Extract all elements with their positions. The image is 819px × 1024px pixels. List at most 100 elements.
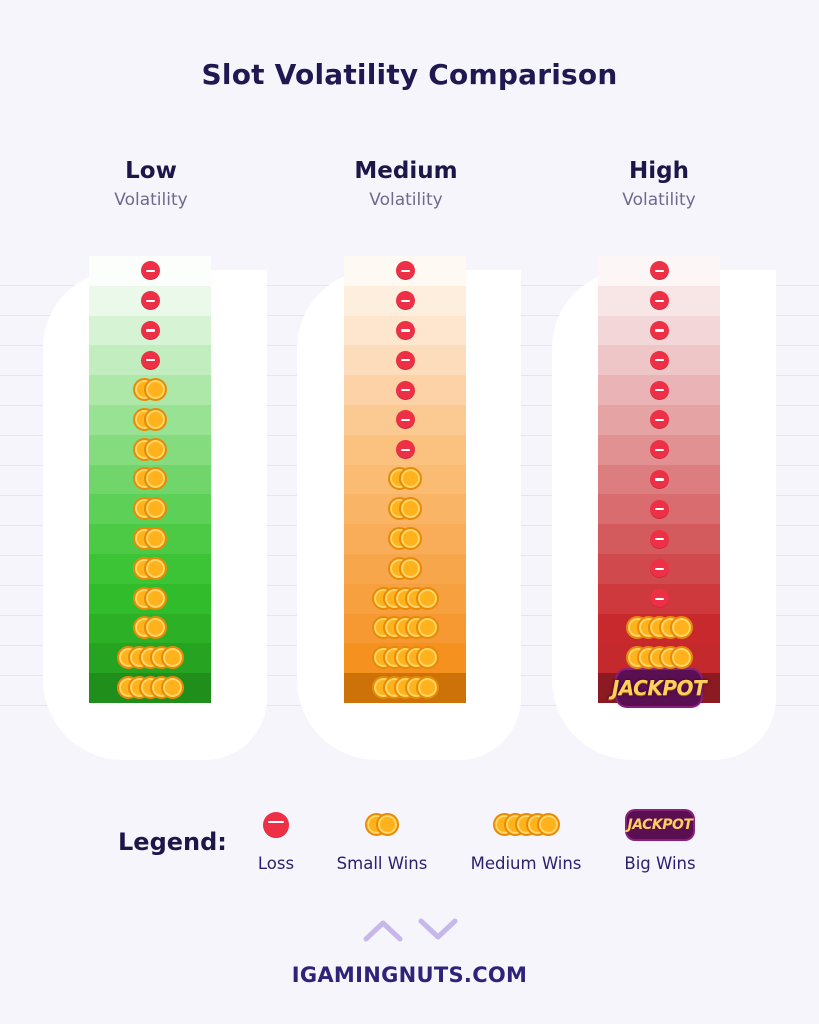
coin-icon [415,616,439,640]
loss-icon [649,499,669,519]
medium-wins-coins-icon [625,645,693,671]
loss-icon [649,380,669,400]
stack-row-medium [344,643,466,674]
legend-item-big-wins: JACKPOT Big Wins [613,806,707,873]
loss-icon [649,440,669,460]
stack-row-small [89,434,211,465]
coin-icon [399,467,422,491]
stack-row-small [344,553,466,584]
medium-wins-coins-icon [371,586,439,612]
small-wins-coins-icon [133,586,167,612]
stack-row-loss [89,256,211,286]
loss-icon [395,380,415,400]
stack-row-loss [598,375,720,405]
medium-wins-coins-icon [371,675,439,701]
chevron-up-icon [363,920,403,942]
brand-footer: IGAMINGNUTS.COM [291,963,528,987]
coin-icon [144,467,167,491]
loss-icon [649,350,669,370]
stack-row-small [89,613,211,644]
medium-wins-coins-icon [460,806,592,844]
loss-icon [395,410,415,430]
coin-icon [415,676,439,700]
coin-icon [144,616,167,640]
column-subtitle: Volatility [622,190,696,210]
small-wins-coins-icon [133,615,167,641]
stack-row-loss [344,404,466,435]
small-wins-coins-icon [133,377,167,403]
stack-row-loss [344,434,466,465]
small-wins-coins-icon [388,556,422,582]
small-wins-coins-icon [133,466,167,492]
stack-row-jackpot: JACKPOT [598,670,720,707]
loss-icon [649,410,669,430]
column-title: High [629,158,689,184]
coin-icon [144,586,167,610]
stack-row-loss [344,345,466,376]
stack-row-loss [598,345,720,376]
loss-icon [395,320,415,340]
stack-row-medium [344,613,466,644]
column-title: Low [125,158,177,184]
stack-row-loss [598,256,720,286]
coin-icon [144,497,167,521]
coin-icon [144,407,167,431]
loss-icon [140,261,160,281]
small-wins-coins-icon [388,466,422,492]
stack-row-small [89,524,211,554]
legend-label: Big Wins [624,854,696,873]
small-wins-coins-icon [133,407,167,433]
column-header-medium: Medium Volatility [316,157,496,211]
loss-icon [649,320,669,340]
column-subtitle: Volatility [114,190,188,210]
coin-icon [669,646,693,670]
coin-icon [144,556,167,580]
coin-icon [399,556,422,580]
stack-row-loss [598,464,720,495]
stack-row-small [344,494,466,525]
loss-icon [649,261,669,281]
loss-icon [649,529,669,549]
column-subtitle: Volatility [369,190,443,210]
medium-wins-coins-icon [116,675,184,701]
legend-item-loss: Loss [245,806,307,873]
stack-row-loss [89,285,211,316]
stack-row-medium [598,613,720,644]
small-wins-coins-icon [133,437,167,463]
coin-icon [160,676,184,700]
stack-row-loss [598,285,720,316]
stack-row-small [89,494,211,525]
coin-icon [144,378,167,402]
stack-row-small [89,404,211,435]
jackpot-icon: JACKPOT [613,806,707,844]
coin-icon [399,527,422,551]
loss-icon [649,589,669,609]
loss-icon [140,350,160,370]
stack-row-medium [598,643,720,674]
stack-row-loss [344,315,466,346]
loss-icon [140,291,160,311]
medium-wins-coins-icon [625,615,693,641]
loss-icon [395,350,415,370]
coin-icon [144,437,167,461]
stack-row-loss [598,494,720,525]
coin-icon [160,646,184,670]
loss-icon [140,320,160,340]
loss-icon [395,261,415,281]
volatility-stack-medium [344,256,466,703]
volatility-stack-low [89,256,211,703]
small-wins-coins-icon [388,496,422,522]
small-wins-coins-icon [388,526,422,552]
stack-row-medium [89,643,211,674]
stack-row-loss [344,375,466,405]
chevron-down-icon [418,918,458,940]
stack-row-loss [344,256,466,286]
small-wins-coins-icon [133,556,167,582]
coin-icon [144,527,167,551]
stack-row-loss [598,434,720,465]
page-title: Slot Volatility Comparison [201,58,618,91]
stack-row-small [89,464,211,495]
stack-row-small [344,524,466,554]
medium-wins-coins-icon [492,812,560,838]
coin-icon [376,813,399,836]
